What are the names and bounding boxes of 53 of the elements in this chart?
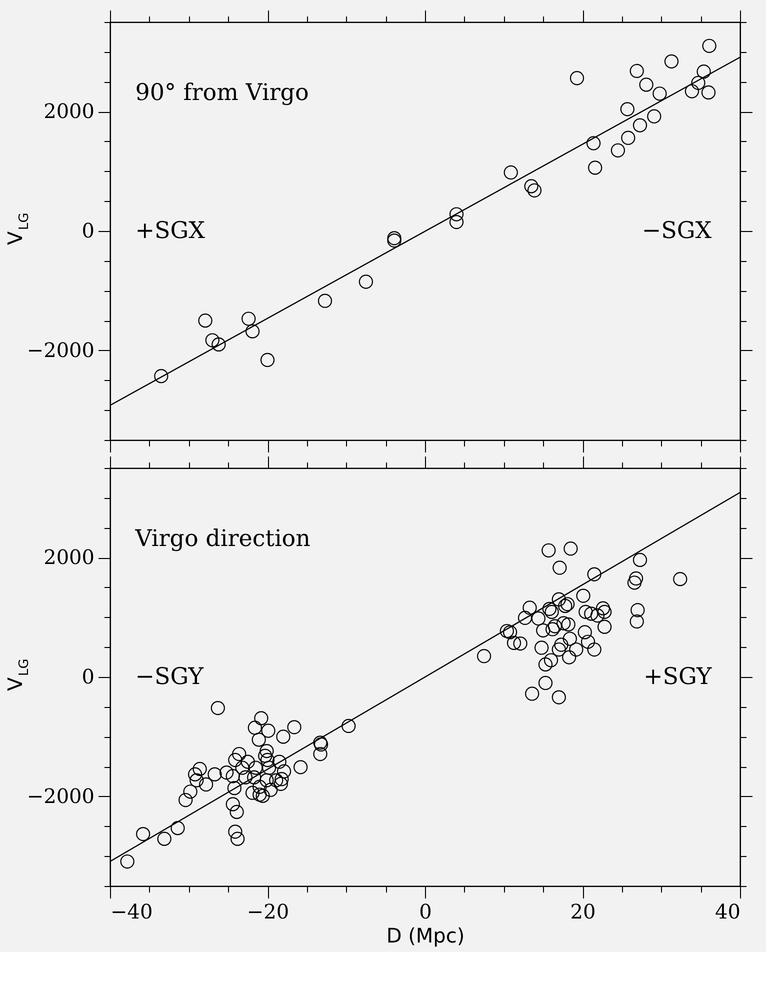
point	[358, 274, 374, 289]
point	[632, 118, 648, 132]
point	[212, 337, 226, 352]
y-axis-title: VLG	[3, 212, 32, 245]
annotation: −SGX	[642, 218, 712, 244]
point	[527, 183, 542, 198]
point	[702, 38, 716, 53]
point	[449, 214, 464, 230]
y-tick-label: 2000	[44, 99, 94, 124]
point	[524, 179, 538, 194]
y-tick-label: −2000	[26, 784, 94, 808]
point	[154, 369, 168, 384]
point	[245, 324, 260, 338]
point	[318, 294, 332, 308]
x-axis-title: D (Mpc)	[386, 924, 465, 948]
point	[242, 312, 256, 326]
annotation: Virgo direction	[134, 526, 311, 552]
point	[588, 160, 602, 175]
point	[620, 102, 634, 116]
point	[647, 109, 662, 124]
x-tick-label: 40	[715, 900, 740, 924]
x-tick-label: 0	[419, 900, 432, 924]
x-tick-label: −20	[246, 900, 290, 924]
point	[701, 85, 716, 100]
annotation: −SGY	[135, 664, 204, 690]
point	[610, 143, 626, 158]
point	[586, 136, 601, 150]
y-axis-title: VLG	[3, 658, 32, 691]
point	[639, 78, 654, 92]
point	[504, 165, 518, 180]
point	[387, 234, 402, 248]
point	[198, 314, 212, 328]
point	[691, 76, 706, 90]
point	[684, 84, 700, 98]
point	[630, 64, 644, 78]
annotation: 90° from Virgo	[135, 80, 309, 106]
annotation: +SGY	[643, 664, 712, 690]
point	[570, 71, 584, 86]
y-tick-label: 0	[82, 218, 94, 242]
y-tick-label: −2000	[26, 338, 94, 362]
annotation: +SGX	[135, 218, 206, 244]
point	[664, 54, 679, 68]
point	[652, 86, 667, 101]
y-tick-label: 2000	[44, 545, 94, 570]
point	[205, 333, 220, 348]
point	[449, 207, 464, 222]
point	[621, 130, 636, 145]
x-tick-label: −40	[110, 900, 153, 924]
x-tick-label: 20	[570, 900, 596, 924]
point	[696, 64, 711, 79]
point	[387, 231, 402, 246]
point	[260, 352, 275, 368]
y-tick-label: 0	[82, 664, 94, 688]
